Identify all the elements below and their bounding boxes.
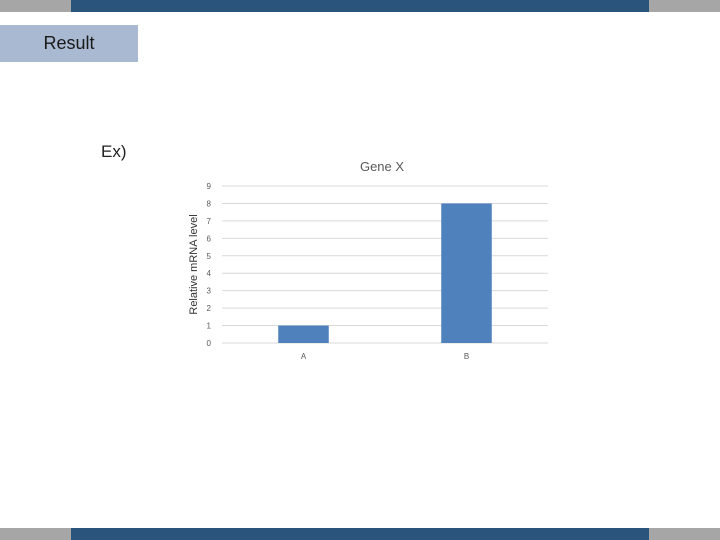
bar-b: [441, 203, 492, 343]
y-tick-label: 8: [207, 199, 212, 208]
bar-a: [278, 325, 329, 343]
result-tab: Result: [0, 25, 138, 62]
y-tick-label: 1: [207, 322, 212, 331]
top-strip-left: [0, 0, 71, 12]
y-tick-label: 9: [207, 182, 212, 191]
top-strip-center: [71, 0, 649, 12]
chart-svg: Gene X Relative mRNA level 0 1 2 3 4 5 6 7 8 9 A B: [188, 159, 548, 361]
y-tick-label: 0: [207, 339, 212, 348]
bottom-strip-left: [0, 528, 71, 540]
y-tick-label: 3: [207, 287, 212, 296]
x-tick-label-b: B: [464, 352, 469, 361]
bottom-strip-right: [649, 528, 720, 540]
y-axis-label: Relative mRNA level: [188, 214, 200, 314]
y-tick-label: 6: [207, 234, 212, 243]
y-tick-label: 7: [207, 217, 212, 226]
x-tick-label-a: A: [301, 352, 307, 361]
top-decor-strip: [0, 0, 720, 12]
gene-x-chart: Gene X Relative mRNA level 0 1 2 3 4 5 6 7 8 9 A B: [180, 150, 570, 380]
y-tick-label: 5: [207, 252, 212, 261]
y-tick-label: 4: [207, 269, 212, 278]
top-strip-right: [649, 0, 720, 12]
y-tick-label: 2: [207, 304, 212, 313]
chart-title: Gene X: [360, 159, 404, 174]
bottom-decor-strip: [0, 528, 720, 540]
bottom-strip-center: [71, 528, 649, 540]
example-label: Ex): [101, 142, 127, 161]
